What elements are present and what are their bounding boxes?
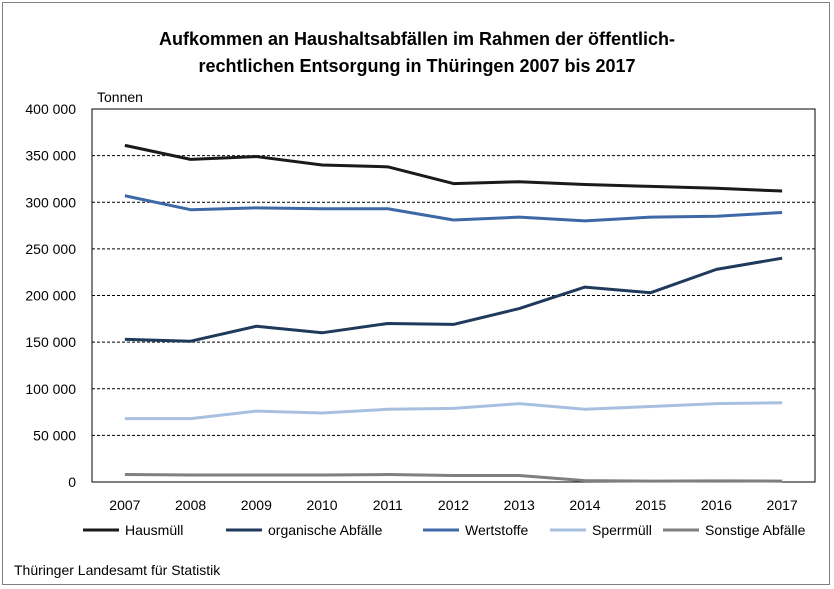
y-tick-label: 250 000 (25, 241, 76, 257)
legend-label: organische Abfälle (268, 522, 383, 538)
source-note: Thüringer Landesamt für Statistik (14, 562, 221, 578)
y-tick-label: 200 000 (25, 288, 76, 304)
x-tick-label: 2012 (438, 497, 469, 513)
y-tick-label: 350 000 (25, 148, 76, 164)
x-tick-label: 2011 (373, 497, 403, 513)
chart-title-line-2: rechtlichen Entsorgung in Thüringen 2007… (198, 56, 636, 76)
y-tick-label: 0 (68, 474, 76, 490)
x-tick-label: 2010 (306, 497, 337, 513)
chart-title-line-1: Aufkommen an Haushaltsabfällen im Rahmen… (158, 29, 676, 49)
y-axis-unit-label: Tonnen (97, 89, 143, 105)
legend-label: Hausmüll (125, 522, 183, 538)
y-tick-label: 150 000 (25, 334, 76, 350)
x-tick-label: 2015 (635, 497, 666, 513)
y-tick-label: 50 000 (33, 427, 76, 443)
legend-label: Sonstige Abfälle (705, 522, 806, 538)
y-tick-label: 300 000 (25, 194, 76, 210)
x-tick-label: 2014 (569, 497, 600, 513)
series-line-1 (124, 143, 783, 193)
chart-title: Aufkommen an Haushaltsabfällen im Rahmen… (0, 26, 834, 80)
legend-label: Sperrmüll (592, 522, 652, 538)
x-tick-label: 2007 (109, 497, 140, 513)
x-tick-label: 2013 (504, 497, 535, 513)
y-tick-label: 100 000 (25, 381, 76, 397)
series-line-4 (124, 401, 783, 421)
series-line-5 (124, 473, 783, 483)
x-tick-label: 2008 (175, 497, 206, 513)
legend-label: Wertstoffe (465, 522, 529, 538)
x-tick-label: 2017 (767, 497, 798, 513)
series-line-3 (124, 194, 783, 223)
series-line-2 (124, 256, 783, 343)
x-tick-label: 2009 (241, 497, 272, 513)
y-tick-label: 400 000 (25, 101, 76, 117)
x-tick-label: 2016 (701, 497, 732, 513)
